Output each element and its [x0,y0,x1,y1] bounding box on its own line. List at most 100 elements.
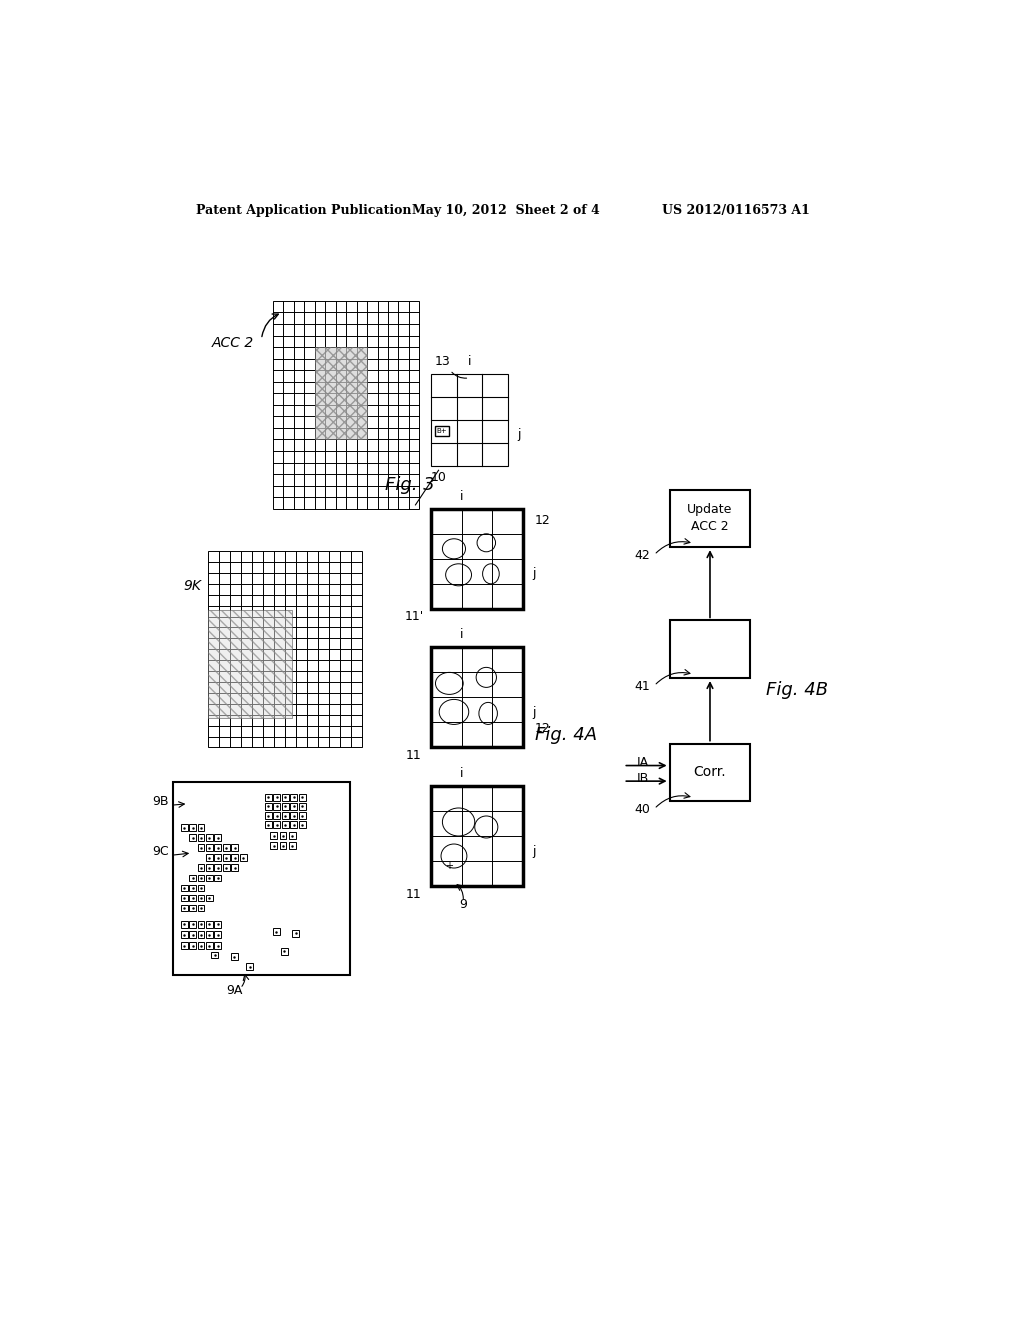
Text: 9: 9 [459,898,467,911]
Bar [198,942,205,949]
Bar [180,942,187,949]
Text: ACC 2: ACC 2 [212,337,254,350]
Bar [198,825,205,832]
Bar [214,942,221,949]
Bar [231,845,239,851]
Bar [291,793,297,800]
Bar [214,875,221,882]
Bar [299,812,306,818]
Bar [273,793,281,800]
Bar [431,508,523,609]
Bar [206,921,213,928]
Bar [431,785,523,886]
Bar [189,895,196,902]
Bar [246,964,253,970]
Bar [270,832,278,840]
Text: US 2012/0116573 A1: US 2012/0116573 A1 [662,205,810,218]
Text: 11: 11 [407,887,422,900]
Bar [189,884,196,891]
Bar [273,928,280,936]
Bar [291,803,297,810]
Bar [282,821,289,829]
Bar [198,865,205,871]
Bar [189,875,196,882]
Bar [208,552,361,747]
Text: May 10, 2012  Sheet 2 of 4: May 10, 2012 Sheet 2 of 4 [412,205,599,218]
Bar [214,921,221,928]
Bar [206,942,213,949]
Bar [206,845,213,851]
Text: +: + [445,861,454,871]
Bar [282,812,289,818]
Bar [431,374,508,466]
Text: Fig. 3: Fig. 3 [385,475,434,494]
Bar [180,921,187,928]
Bar [208,610,292,718]
Text: i: i [460,628,463,642]
Text: 10: 10 [431,471,446,484]
Text: 9B: 9B [153,795,169,808]
Text: Patent Application Publication: Patent Application Publication [196,205,412,218]
Bar [206,854,213,862]
Bar [189,921,196,928]
Bar [670,743,751,801]
Bar [214,854,221,862]
Bar [198,895,205,902]
Bar [180,904,187,911]
Bar [214,865,221,871]
Bar [291,821,297,829]
Bar [289,832,296,840]
Text: j: j [532,845,536,858]
Bar [670,620,751,678]
Bar [198,875,205,882]
Text: j: j [517,428,520,441]
Bar [435,426,449,437]
Bar [265,812,272,818]
Text: Corr.: Corr. [693,766,726,780]
Text: i: i [460,490,463,503]
Bar [189,942,196,949]
Bar [206,834,213,841]
Text: 13: 13 [434,355,451,368]
Text: Update
ACC 2: Update ACC 2 [687,503,733,533]
Text: 41: 41 [635,680,650,693]
Text: 12: 12 [535,515,551,527]
Bar [270,842,278,849]
Bar [180,895,187,902]
Bar [198,904,205,911]
Bar [314,347,367,440]
Bar [431,647,523,747]
Bar [273,812,281,818]
Text: j: j [532,706,536,719]
Bar [206,895,213,902]
Bar [206,932,213,939]
Text: i: i [460,767,463,780]
Bar [223,845,230,851]
Bar [431,508,523,609]
Bar [206,875,213,882]
Bar [240,854,247,862]
Bar [314,347,367,440]
Bar [289,842,296,849]
Bar [230,953,238,960]
Bar [670,490,751,548]
Bar [214,834,221,841]
Bar [431,785,523,886]
Text: Fig. 4A: Fig. 4A [535,726,597,743]
Bar [299,793,306,800]
Bar [189,904,196,911]
Bar [265,821,272,829]
Bar [431,647,523,747]
Bar [180,825,187,832]
Bar [198,884,205,891]
Text: i: i [468,355,471,368]
Text: 11': 11' [404,610,424,623]
Text: 9K: 9K [183,578,202,593]
Text: 40: 40 [635,803,650,816]
Bar [280,832,287,840]
Bar [231,854,239,862]
Bar [211,952,218,958]
Bar [282,803,289,810]
Bar [198,845,205,851]
Text: B+: B+ [436,428,447,434]
